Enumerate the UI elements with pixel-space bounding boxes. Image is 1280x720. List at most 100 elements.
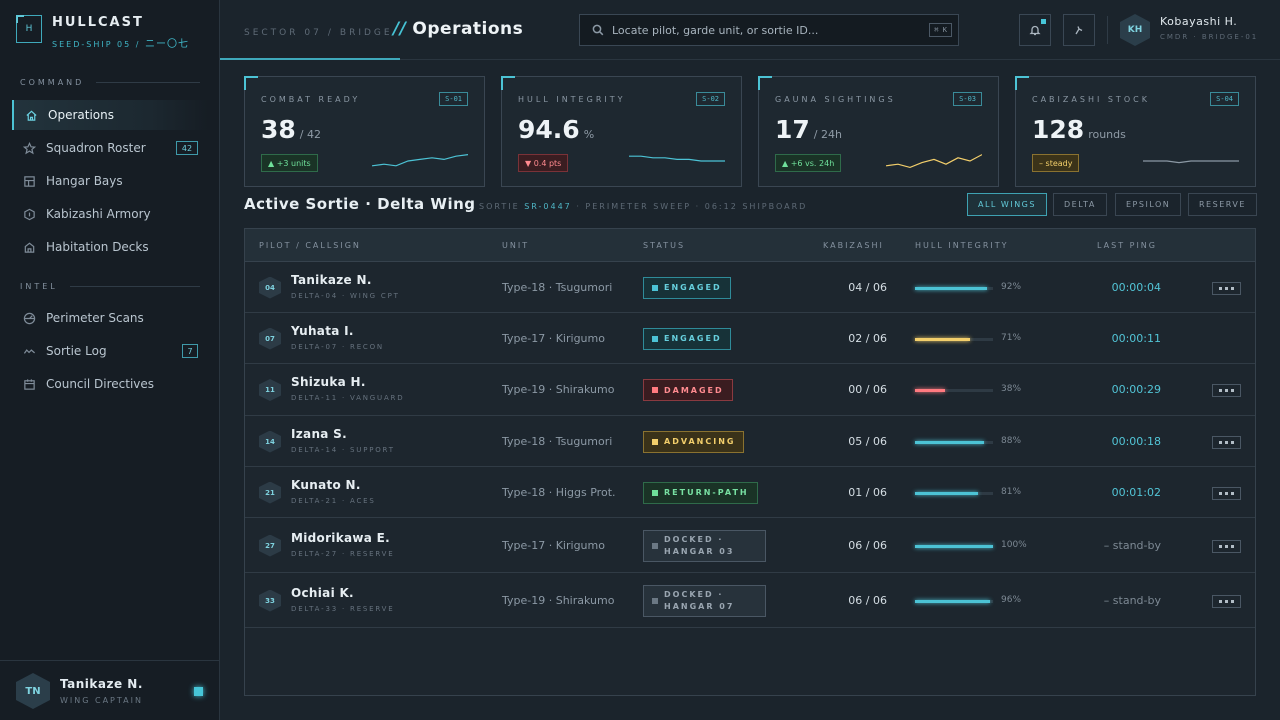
unit-name: Type-17 · Kirigumo	[502, 331, 605, 345]
sparkline-series	[629, 155, 725, 162]
sidebar-item-council-directives[interactable]: Council Directives	[12, 369, 208, 399]
title-slash: //	[393, 19, 407, 39]
column-header-unit[interactable]: UNIT	[502, 241, 530, 250]
nav-section-intel: INTEL	[20, 282, 200, 291]
row-more-button[interactable]	[1212, 281, 1241, 295]
unit-name: Type-17 · Kirigumo	[502, 538, 605, 552]
pilot-number-badge: 33	[259, 589, 281, 612]
sidebar-item-sortie-log[interactable]: Sortie Log 7	[12, 336, 208, 366]
table-row[interactable]: 04 Tanikaze N. DELTA-04 · WING CPT Type-18 …	[245, 262, 1255, 313]
last-ping: 00:00:29	[1111, 383, 1161, 396]
sidebar-item-perimeter-scans[interactable]: Perimeter Scans	[12, 303, 208, 333]
breadcrumb-sector[interactable]: SECTOR 07	[244, 28, 322, 38]
kabizashi-count: 02 / 06	[848, 331, 887, 345]
sparkline-chart	[886, 154, 982, 169]
table-row[interactable]: 07 Yuhata I. DELTA-07 · RECON Type-17 · Kir…	[245, 313, 1255, 364]
status-indicator	[652, 597, 658, 604]
pilot-name[interactable]: Midorikawa E.	[291, 530, 391, 545]
search-input[interactable]	[612, 23, 930, 37]
hull-integrity-percent: 100%	[1001, 539, 1027, 550]
card-value: 94.6%	[518, 115, 595, 144]
hull-integrity-fill	[915, 440, 984, 444]
pilot-number-badge: 14	[259, 430, 281, 453]
pilot-number-badge: 21	[259, 481, 281, 504]
pilot-callsign: DELTA-33 · RESERVE	[291, 604, 395, 613]
row-more-button[interactable]	[1212, 539, 1241, 553]
calendar-icon	[22, 377, 36, 391]
row-more-button[interactable]	[1212, 486, 1241, 500]
table-row[interactable]: 14 Izana S. DELTA-14 · SUPPORT Type-18 · Ts…	[245, 416, 1255, 467]
brand-name: HULLCAST	[52, 15, 144, 30]
pilot-callsign: DELTA-04 · WING CPT	[291, 291, 400, 300]
filter-all-wings[interactable]: ALL WINGS	[967, 193, 1047, 216]
pilot-name[interactable]: Ochiai K.	[291, 585, 354, 600]
filter-delta[interactable]: DELTA	[1053, 193, 1107, 216]
hull-integrity-bar	[915, 440, 993, 444]
status-badge: DAMAGED	[643, 379, 733, 401]
stat-card-combat-ready[interactable]: COMBAT READY S-01 38/ 42 ▲ +3 units	[244, 76, 485, 187]
sidebar-item-squadron-roster[interactable]: Squadron Roster 42	[12, 133, 208, 163]
stat-card-cabizashi-stock[interactable]: CABIZASHI STOCK S-04 128 rounds – steady	[1015, 76, 1256, 187]
filter-epsilon[interactable]: EPSILON	[1115, 193, 1182, 216]
table-row[interactable]: 11 Shizuka H. DELTA-11 · VANGUARD Type-19 ·…	[245, 364, 1255, 416]
column-header-kabizashi[interactable]: KABIZASHI	[823, 241, 884, 250]
header-accent-line	[220, 58, 400, 60]
sidebar: H HULLCAST SEED-SHIP 05 / ニー〇七 COMMAND O…	[0, 0, 220, 720]
pilot-number-badge: 04	[259, 276, 281, 299]
stat-card-gauna-sightings[interactable]: GAUNA SIGHTINGS S-03 17/ 24h ▲ +6 vs. 24…	[758, 76, 999, 187]
user-name[interactable]: Kobayashi H.	[1160, 15, 1238, 28]
sortie-id[interactable]: SR-0447	[524, 202, 572, 211]
sidebar-item-operations[interactable]: Operations	[12, 100, 208, 130]
hull-integrity-bar	[915, 389, 993, 392]
row-more-button[interactable]	[1212, 384, 1241, 397]
table-row[interactable]: 27 Midorikawa E. DELTA-27 · RESERVE Type-17…	[245, 518, 1255, 573]
header-divider	[1107, 16, 1108, 44]
sidebar-item-kabizashi-armory[interactable]: Kabizashi Armory	[12, 199, 208, 229]
sparkline-series	[372, 154, 468, 167]
grid-icon	[22, 174, 36, 188]
brand-logo: H	[16, 15, 42, 43]
row-more-button[interactable]	[1212, 435, 1241, 449]
column-header-hull-integrity[interactable]: HULL INTEGRITY	[915, 241, 1009, 250]
hull-integrity-percent: 38%	[1001, 384, 1022, 394]
pilot-callsign: DELTA-27 · RESERVE	[291, 549, 395, 558]
breadcrumb-bridge[interactable]: BRIDGE	[339, 28, 393, 38]
user-avatar[interactable]: KH	[1120, 14, 1150, 46]
filter-reserve[interactable]: RESERVE	[1188, 193, 1257, 216]
kabizashi-count: 05 / 06	[848, 434, 887, 448]
current-user-panel[interactable]: TN Tanikaze N. WING CAPTAIN	[0, 660, 219, 720]
row-more-button[interactable]	[1212, 594, 1241, 608]
card-delta: ▲ +6 vs. 24h	[775, 154, 842, 172]
signal-button[interactable]	[1063, 14, 1095, 46]
column-header-pilot[interactable]: PILOT / CALLSIGN	[259, 241, 361, 250]
unit-name: Type-19 · Shirakumo	[502, 383, 615, 396]
sortie-log-count-badge: 7	[182, 344, 198, 358]
table-row[interactable]: 33 Ochiai K. DELTA-33 · RESERVE Type-19 · S…	[245, 573, 1255, 628]
column-header-last-ping[interactable]: LAST PING	[1097, 241, 1157, 250]
notifications-button[interactable]	[1019, 14, 1051, 46]
pilot-name[interactable]: Shizuka H.	[291, 375, 366, 389]
breadcrumb: SECTOR 07 / BRIDGE	[244, 28, 393, 38]
pilot-name[interactable]: Izana S.	[291, 426, 347, 441]
column-header-status[interactable]: STATUS	[643, 241, 686, 250]
pilot-number-badge: 07	[259, 327, 281, 350]
sparkline-chart	[372, 154, 468, 167]
card-label: HULL INTEGRITY	[518, 95, 626, 104]
sidebar-item-hangar-bays[interactable]: Hangar Bays	[12, 166, 208, 196]
pilot-table: PILOT / CALLSIGN UNIT STATUS KABIZASHI H…	[244, 228, 1256, 696]
sidebar-item-label: Squadron Roster	[46, 141, 146, 155]
hull-integrity-bar	[915, 491, 993, 495]
sidebar-item-habitation-decks[interactable]: Habitation Decks	[12, 232, 208, 262]
pilot-name[interactable]: Kunato N.	[291, 477, 361, 492]
card-label: CABIZASHI STOCK	[1032, 95, 1150, 104]
stat-card-hull-integrity[interactable]: HULL INTEGRITY S-02 94.6% ▼ 0.4 pts	[501, 76, 742, 187]
pilot-name[interactable]: Tanikaze N.	[291, 272, 372, 287]
card-delta: – steady	[1032, 154, 1080, 172]
search-bar[interactable]: ⌘ K	[579, 14, 959, 46]
kabizashi-count: 01 / 06	[848, 485, 887, 499]
kabizashi-count: 00 / 06	[848, 383, 887, 396]
table-row[interactable]: 21 Kunato N. DELTA-21 · ACES Type-18 · Higg…	[245, 467, 1255, 518]
brand[interactable]: H HULLCAST SEED-SHIP 05 / ニー〇七	[16, 15, 189, 50]
pilot-name[interactable]: Yuhata I.	[291, 323, 354, 338]
avatar: TN	[16, 673, 50, 709]
